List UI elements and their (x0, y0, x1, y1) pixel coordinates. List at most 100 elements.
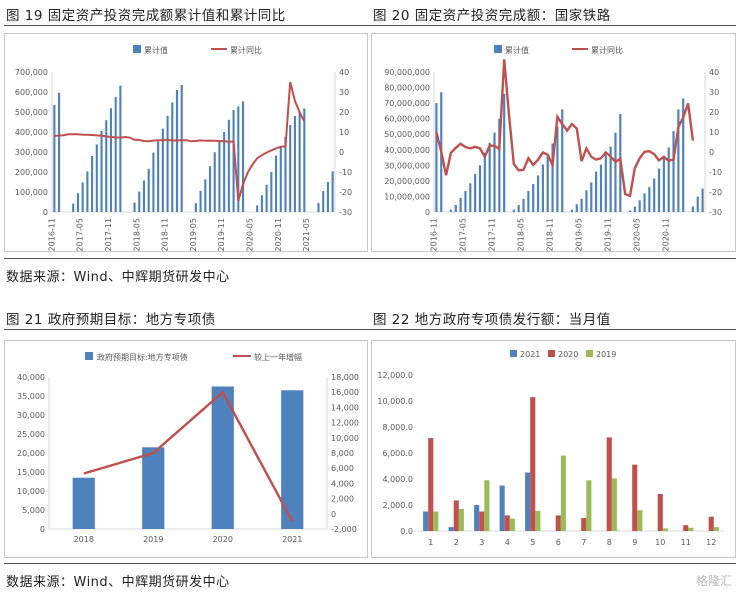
bar-2021 (474, 505, 480, 531)
bar (638, 200, 641, 212)
y-tick-right: 0 (709, 148, 714, 157)
bar (570, 209, 574, 212)
y-tick-right: 10,000 (331, 434, 359, 443)
source-rule-top (4, 258, 736, 259)
x-tick: 12 (706, 538, 716, 547)
legend-line-label: 较上一年增幅 (254, 352, 302, 362)
x-tick: 1 (428, 538, 433, 547)
bar-2020 (530, 397, 536, 531)
bar-2020 (632, 464, 638, 531)
y-tick: 4,000.0 (382, 475, 413, 484)
bar (142, 447, 165, 529)
y-tick-left: 80,000,000 (384, 84, 430, 93)
chart-fig20: 0 10,000,000 20,000,000 30,000,000 40,000,00… (384, 45, 722, 251)
bar (653, 178, 656, 212)
bar-2019 (688, 527, 694, 531)
bar (449, 209, 453, 212)
bar (76, 193, 80, 212)
bar (270, 172, 273, 212)
bar (95, 144, 98, 212)
bar (483, 152, 486, 212)
bar (527, 191, 530, 212)
y-tick-left: 100,000 (15, 188, 48, 197)
x-tick: 2018-11 (161, 218, 170, 251)
bar (701, 188, 704, 212)
legend-line-label: 累计同比 (230, 45, 262, 55)
caption-fig22: 图 22 地方政府专项债发行额：当月值 (373, 312, 611, 328)
y-tick-left: 15,000 (17, 468, 45, 477)
y-tick-left: 500,000 (15, 108, 48, 117)
legend-bar-swatch (85, 352, 93, 360)
y-tick-right: -30 (339, 208, 352, 217)
bar (464, 191, 467, 212)
bar (284, 137, 287, 212)
y-tick-left: 20,000 (17, 449, 45, 458)
bar (536, 175, 540, 212)
bar (435, 103, 438, 212)
bar (58, 92, 61, 212)
bar-2019 (713, 527, 719, 531)
legend-bar-swatch (133, 45, 141, 53)
x-tick: 2019 (143, 535, 163, 544)
bar-2021 (525, 472, 531, 531)
chart-fig20-panel: 0 10,000,000 20,000,000 30,000,000 40,000,00… (371, 33, 736, 252)
x-tick: 2017-05 (76, 218, 85, 251)
x-tick: 10 (655, 538, 665, 547)
bar-2021 (448, 527, 454, 531)
caption-fig19: 图 19 固定资产投资完成额累计值和累计同比 (6, 8, 286, 24)
caption-rule-bottom (4, 329, 736, 330)
y-tick-right: -10 (709, 168, 722, 177)
bar-2020 (581, 518, 587, 531)
bar (53, 105, 56, 212)
x-tick: 2019-11 (217, 218, 226, 251)
bar (657, 168, 661, 212)
x-tick: 2020-11 (274, 218, 283, 251)
x-tick: 7 (581, 538, 586, 547)
bar (241, 101, 245, 212)
bar-2020 (453, 500, 459, 531)
x-tick: 2016-11 (429, 218, 438, 251)
bar-2020 (606, 437, 612, 531)
bar (609, 146, 612, 212)
x-tick: 2021-05 (302, 218, 311, 251)
bar (171, 102, 174, 212)
x-tick: 11 (681, 538, 691, 547)
bar (628, 210, 632, 212)
legend-bar-label: 累计值 (144, 45, 168, 55)
bar (331, 171, 334, 212)
y-tick-left: 10,000 (17, 487, 45, 496)
bar (667, 147, 670, 212)
bar (662, 157, 665, 212)
x-tick: 2020-11 (662, 218, 671, 251)
bar (595, 171, 598, 212)
chart-fig21: 0 5,000 10,000 15,000 20,000 25,000 30,000 35,0… (17, 352, 359, 544)
bar (72, 477, 95, 529)
bar (105, 120, 108, 212)
bar (503, 93, 506, 212)
x-tick: 2018-05 (517, 218, 526, 251)
bar (522, 198, 525, 212)
bar (86, 171, 89, 212)
bar-2020 (555, 515, 561, 531)
y-tick-right: 10 (709, 128, 719, 137)
bar (599, 164, 603, 212)
y-tick-right: 30 (339, 88, 349, 97)
x-tick: 8 (607, 538, 612, 547)
legend-swatch-2019 (586, 350, 593, 357)
bar (218, 141, 221, 212)
y-tick-left: 50,000,000 (384, 130, 430, 139)
bar-2019 (509, 518, 515, 531)
y-tick-right: 2,000 (331, 495, 354, 504)
y-tick-right: -30 (709, 208, 722, 217)
legend-swatch-2020 (548, 350, 555, 357)
line-series (54, 81, 306, 202)
x-tick: 2020-05 (245, 218, 254, 251)
y-tick-left: 10,000,000 (384, 192, 430, 201)
x-tick: 2021 (282, 535, 302, 544)
x-tick: 2019-11 (604, 218, 613, 251)
x-tick: 5 (530, 538, 535, 547)
bar (643, 193, 646, 212)
bar (279, 146, 282, 212)
bar (303, 108, 306, 212)
bar (281, 390, 304, 529)
